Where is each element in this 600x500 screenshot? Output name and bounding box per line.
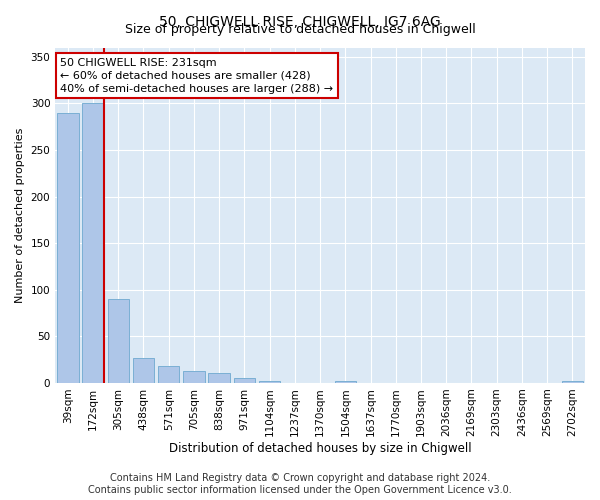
Bar	[82, 104, 104, 383]
Bar	[562, 381, 583, 383]
X-axis label: Distribution of detached houses by size in Chigwell: Distribution of detached houses by size …	[169, 442, 472, 455]
Text: Contains HM Land Registry data © Crown copyright and database right 2024.
Contai: Contains HM Land Registry data © Crown c…	[88, 474, 512, 495]
Bar	[57, 112, 79, 383]
Bar	[133, 358, 154, 383]
Bar	[107, 299, 129, 383]
Text: 50, CHIGWELL RISE, CHIGWELL, IG7 6AG: 50, CHIGWELL RISE, CHIGWELL, IG7 6AG	[159, 15, 441, 29]
Y-axis label: Number of detached properties: Number of detached properties	[15, 128, 25, 303]
Text: Size of property relative to detached houses in Chigwell: Size of property relative to detached ho…	[125, 22, 475, 36]
Bar	[259, 381, 280, 383]
Bar	[183, 370, 205, 383]
Text: 50 CHIGWELL RISE: 231sqm
← 60% of detached houses are smaller (428)
40% of semi-: 50 CHIGWELL RISE: 231sqm ← 60% of detach…	[61, 58, 334, 94]
Bar	[158, 366, 179, 383]
Bar	[335, 381, 356, 383]
Bar	[233, 378, 255, 383]
Bar	[208, 372, 230, 383]
